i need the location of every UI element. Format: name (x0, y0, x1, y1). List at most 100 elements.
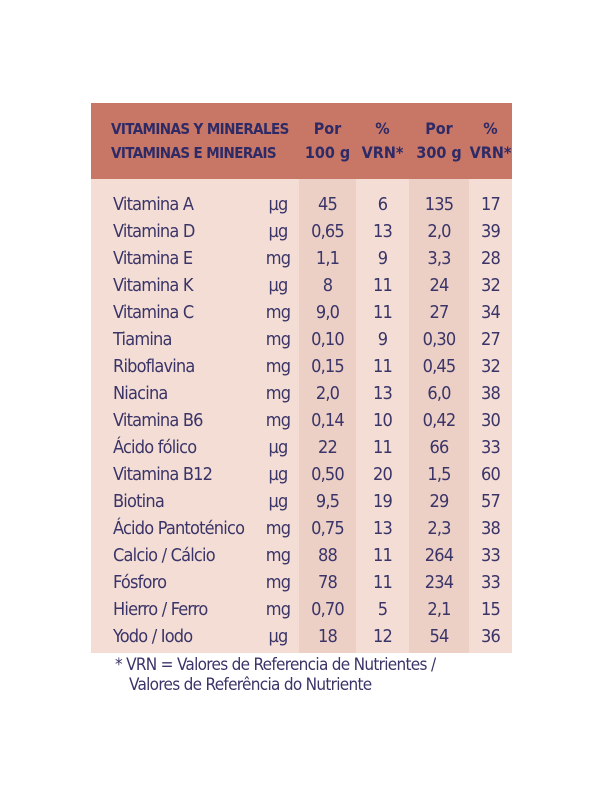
header-title-pt: VITAMINAS E MINERAIS (111, 144, 277, 162)
table-row: Vitamina E mg 1,1 9 3,3 28 (91, 245, 512, 272)
cell-name: Tiamina (113, 329, 172, 350)
cell-per100: 78 (317, 572, 338, 593)
header-col-per300-line1: Por (425, 119, 453, 138)
footnote-line2: Valores de Referência do Nutriente (129, 675, 372, 695)
cell-vrn300: 60 (480, 464, 501, 485)
table-row: Riboflavina mg 0,15 11 0,45 32 (91, 353, 512, 380)
nutrition-table: VITAMINAS Y MINERALES VITAMINAS E MINERA… (91, 103, 512, 653)
cell-vrn300: 38 (480, 383, 501, 404)
cell-name: Ácido Pantoténico (113, 518, 245, 539)
cell-per100: 8 (322, 275, 333, 296)
cell-per100: 22 (317, 437, 338, 458)
cell-per300: 27 (429, 302, 449, 323)
table-header: VITAMINAS Y MINERALES VITAMINAS E MINERA… (91, 103, 512, 179)
header-col-vrn300-line1: % (483, 119, 498, 138)
cell-name: Biotina (113, 491, 165, 512)
cell-vrn300: 33 (480, 437, 501, 458)
cell-per300: 264 (424, 545, 454, 566)
cell-vrn300: 15 (480, 599, 501, 620)
header-title: VITAMINAS Y MINERALES VITAMINAS E MINERA… (111, 117, 289, 165)
cell-per100: 1,1 (315, 248, 340, 269)
cell-per300: 135 (424, 194, 454, 215)
cell-vrn100: 11 (372, 356, 393, 377)
cell-vrn100: 10 (372, 410, 393, 431)
table-row: Ácido Pantoténico mg 0,75 13 2,3 38 (91, 515, 512, 542)
cell-name: Hierro / Ferro (113, 599, 208, 620)
cell-per100: 0,14 (311, 410, 345, 431)
cell-per300: 0,42 (422, 410, 457, 431)
cell-vrn100: 11 (372, 302, 393, 323)
table-row: Ácido fólico µg 22 11 66 33 (91, 434, 512, 461)
cell-vrn300: 32 (480, 356, 501, 377)
table-row: Calcio / Cálcio mg 88 11 264 33 (91, 542, 512, 569)
cell-name: Niacina (113, 383, 168, 404)
cell-unit: µg (268, 464, 289, 485)
column-stripe (356, 179, 409, 653)
header-col-per100: Por 100 g (299, 117, 356, 165)
cell-unit: mg (265, 545, 291, 566)
cell-per100: 2,0 (315, 383, 340, 404)
cell-per100: 0,75 (311, 518, 345, 539)
cell-vrn100: 9 (377, 329, 388, 350)
table-row: Tiamina mg 0,10 9 0,30 27 (91, 326, 512, 353)
cell-vrn300: 38 (480, 518, 501, 539)
cell-per100: 0,50 (311, 464, 345, 485)
cell-name: Vitamina D (113, 221, 195, 242)
cell-per300: 0,30 (422, 329, 457, 350)
table-row: Vitamina C mg 9,0 11 27 34 (91, 299, 512, 326)
table-row: Yodo / Iodo µg 18 12 54 36 (91, 623, 512, 650)
cell-unit: µg (268, 491, 289, 512)
cell-vrn300: 17 (480, 194, 501, 215)
cell-name: Fósforo (113, 572, 167, 593)
column-stripe (409, 179, 469, 653)
cell-unit: mg (265, 599, 291, 620)
table-row: Vitamina A µg 45 6 135 17 (91, 191, 512, 218)
table-row: Biotina µg 9,5 19 29 57 (91, 488, 512, 515)
cell-vrn300: 27 (480, 329, 501, 350)
table-row: Niacina mg 2,0 13 6,0 38 (91, 380, 512, 407)
cell-vrn100: 13 (372, 383, 393, 404)
cell-unit: mg (265, 518, 291, 539)
table-row: Vitamina K µg 8 11 24 32 (91, 272, 512, 299)
cell-vrn300: 33 (480, 545, 501, 566)
header-col-per100-line1: Por (313, 119, 342, 138)
cell-unit: µg (268, 626, 289, 647)
cell-name: Riboflavina (113, 356, 195, 377)
cell-vrn300: 30 (480, 410, 501, 431)
cell-vrn300: 39 (480, 221, 501, 242)
cell-per100: 0,15 (311, 356, 345, 377)
cell-per300: 2,1 (427, 599, 451, 620)
cell-per300: 24 (429, 275, 449, 296)
cell-name: Vitamina A (113, 194, 194, 215)
cell-per300: 29 (429, 491, 449, 512)
header-col-per300-line2: 300 g (416, 143, 462, 162)
cell-per100: 88 (317, 545, 338, 566)
column-stripe (469, 179, 512, 653)
cell-unit: mg (265, 329, 291, 350)
cell-vrn100: 20 (372, 464, 393, 485)
footnote-line1: * VRN = Valores de Referencia de Nutrien… (115, 655, 436, 675)
cell-unit: µg (268, 437, 289, 458)
cell-unit: µg (268, 194, 289, 215)
cell-per100: 0,65 (311, 221, 345, 242)
footnote: * VRN = Valores de Referencia de Nutrien… (115, 655, 436, 695)
header-col-vrn100-line2: VRN* (361, 143, 404, 162)
cell-per100: 45 (317, 194, 338, 215)
header-col-vrn100: % VRN* (356, 117, 409, 165)
table-row: Vitamina B12 µg 0,50 20 1,5 60 (91, 461, 512, 488)
cell-vrn100: 11 (372, 437, 393, 458)
header-col-vrn300: % VRN* (469, 117, 512, 165)
cell-vrn100: 13 (372, 518, 393, 539)
cell-vrn300: 34 (480, 302, 501, 323)
cell-vrn300: 57 (480, 491, 501, 512)
cell-unit: mg (265, 302, 291, 323)
cell-vrn100: 11 (372, 545, 393, 566)
header-col-vrn300-line2: VRN* (469, 143, 512, 162)
cell-name: Vitamina B12 (113, 464, 213, 485)
cell-per300: 0,45 (422, 356, 457, 377)
cell-name: Vitamina B6 (113, 410, 203, 431)
cell-per100: 18 (317, 626, 338, 647)
cell-per300: 2,3 (427, 518, 451, 539)
cell-name: Ácido fólico (113, 437, 197, 458)
